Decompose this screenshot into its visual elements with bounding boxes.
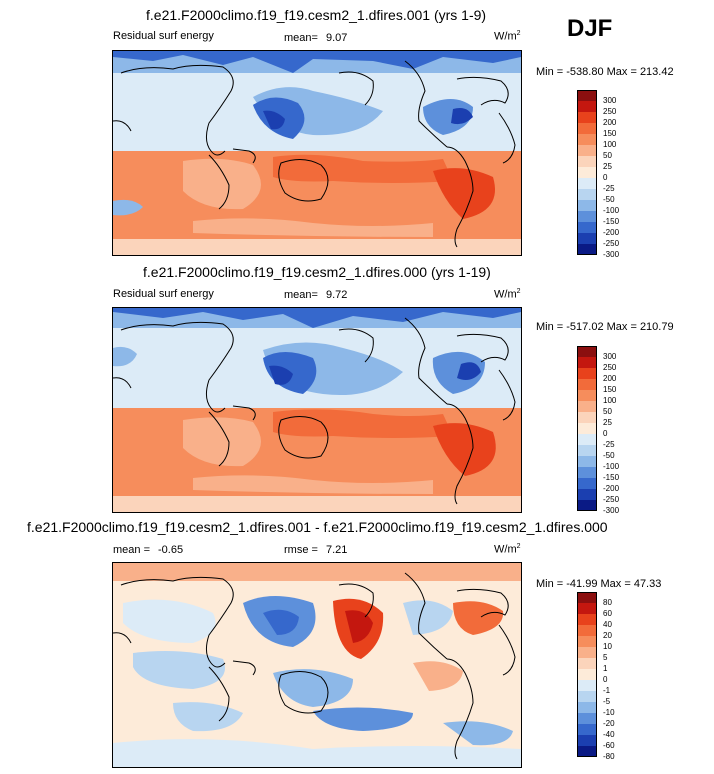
panel1-cb-m150: -150 bbox=[603, 217, 620, 226]
season-label: DJF bbox=[567, 15, 613, 42]
panel3-cb-40: 40 bbox=[603, 620, 612, 629]
panel2-cb-25: 25 bbox=[603, 418, 612, 427]
panel3-colorbar: 80 60 40 20 10 5 1 0 -1 -5 -10 -20 -40 -… bbox=[577, 592, 615, 761]
panel3-cb-m60: -60 bbox=[603, 741, 615, 750]
panel1-map bbox=[112, 50, 522, 256]
panel2-cb-100: 100 bbox=[603, 396, 617, 405]
panel3-rmse-value: 7.21 bbox=[326, 544, 348, 556]
panel3-cb-10: 10 bbox=[603, 642, 612, 651]
panel1-cb-300: 300 bbox=[603, 96, 617, 105]
panel1-cb-m200: -200 bbox=[603, 228, 620, 237]
panel3-cb-60: 60 bbox=[603, 609, 612, 618]
panel2-title: f.e21.F2000climo.f19_f19.cesm2_1.dfires.… bbox=[143, 264, 491, 280]
panel2-cb-m200: -200 bbox=[603, 484, 620, 493]
panel2-colorbar-swatches bbox=[577, 346, 597, 511]
panel2-colorbar: 300 250 200 150 100 50 25 0 -25 -50 -100… bbox=[577, 346, 619, 515]
panel1-mean-label: mean= bbox=[284, 32, 318, 44]
panel1-colorbar: 300 250 200 150 100 50 25 0 -25 -50 -100… bbox=[577, 90, 619, 259]
panel1-cb-m100: -100 bbox=[603, 206, 620, 215]
panel2-map bbox=[112, 307, 522, 513]
panel1-title: f.e21.F2000climo.f19_f19.cesm2_1.dfires.… bbox=[146, 7, 487, 23]
panel1-field bbox=[113, 51, 521, 255]
panel2-cb-m100: -100 bbox=[603, 462, 620, 471]
panel3-units: W/m2 bbox=[494, 543, 521, 556]
panel3-title: f.e21.F2000climo.f19_f19.cesm2_1.dfires.… bbox=[27, 519, 608, 535]
panel1-cb-m50: -50 bbox=[603, 195, 615, 204]
panel3-mean-value: -0.65 bbox=[158, 544, 184, 556]
panel1-cb-m250: -250 bbox=[603, 239, 620, 248]
panel1-cb-0: 0 bbox=[603, 173, 608, 182]
panel3-cb-m1: -1 bbox=[603, 686, 611, 695]
panel2-cb-m300: -300 bbox=[603, 506, 620, 515]
panel3-field bbox=[113, 563, 521, 767]
panel2-cb-m50: -50 bbox=[603, 451, 615, 460]
panel3-cb-0: 0 bbox=[603, 675, 608, 684]
panel3-cb-m10: -10 bbox=[603, 708, 615, 717]
panel3-mean-label: mean = bbox=[113, 544, 150, 556]
panel3-cb-m20: -20 bbox=[603, 719, 615, 728]
panel3-colorbar-swatches bbox=[577, 592, 597, 757]
panel1-units: W/m2 bbox=[494, 30, 521, 43]
panel1-cb-50: 50 bbox=[603, 151, 612, 160]
panel2-variable: Residual surf energy bbox=[113, 288, 214, 300]
panel2-cb-150: 150 bbox=[603, 385, 617, 394]
panel3-map bbox=[112, 562, 522, 768]
panel2-mean-label: mean= bbox=[284, 289, 318, 301]
panel2-field bbox=[113, 308, 521, 512]
panel2-cb-m150: -150 bbox=[603, 473, 620, 482]
panel3-cb-20: 20 bbox=[603, 631, 612, 640]
panel2-cb-200: 200 bbox=[603, 374, 617, 383]
panel3-cb-80: 80 bbox=[603, 598, 612, 607]
panel2-units: W/m2 bbox=[494, 288, 521, 301]
panel3-cb-1: 1 bbox=[603, 664, 608, 673]
panel1-cb-100: 100 bbox=[603, 140, 617, 149]
panel3-cb-m5: -5 bbox=[603, 697, 611, 706]
panel1-cb-250: 250 bbox=[603, 107, 617, 116]
panel2-cb-m250: -250 bbox=[603, 495, 620, 504]
panel1-cb-m25: -25 bbox=[603, 184, 615, 193]
panel2-cb-250: 250 bbox=[603, 363, 617, 372]
panel2-cb-0: 0 bbox=[603, 429, 608, 438]
panel1-mean-value: 9.07 bbox=[326, 32, 348, 44]
panel3-rmse-label: rmse = bbox=[284, 544, 318, 556]
panel2-cb-50: 50 bbox=[603, 407, 612, 416]
panel1-cb-25: 25 bbox=[603, 162, 612, 171]
panel3-cb-m40: -40 bbox=[603, 730, 615, 739]
panel2-minmax: Min = -517.02 Max = 210.79 bbox=[536, 321, 674, 333]
panel1-cb-200: 200 bbox=[603, 118, 617, 127]
panel1-variable: Residual surf energy bbox=[113, 30, 214, 42]
panel1-cb-m300: -300 bbox=[603, 250, 620, 259]
panel1-colorbar-swatches bbox=[577, 90, 597, 255]
panel2-cb-m25: -25 bbox=[603, 440, 615, 449]
panel1-minmax: Min = -538.80 Max = 213.42 bbox=[536, 66, 674, 78]
panel2-cb-300: 300 bbox=[603, 352, 617, 361]
panel2-mean-value: 9.72 bbox=[326, 289, 348, 301]
panel1-cb-150: 150 bbox=[603, 129, 617, 138]
panel3-cb-5: 5 bbox=[603, 653, 608, 662]
panel3-minmax: Min = -41.99 Max = 47.33 bbox=[536, 578, 662, 590]
panel3-cb-m80: -80 bbox=[603, 752, 615, 761]
